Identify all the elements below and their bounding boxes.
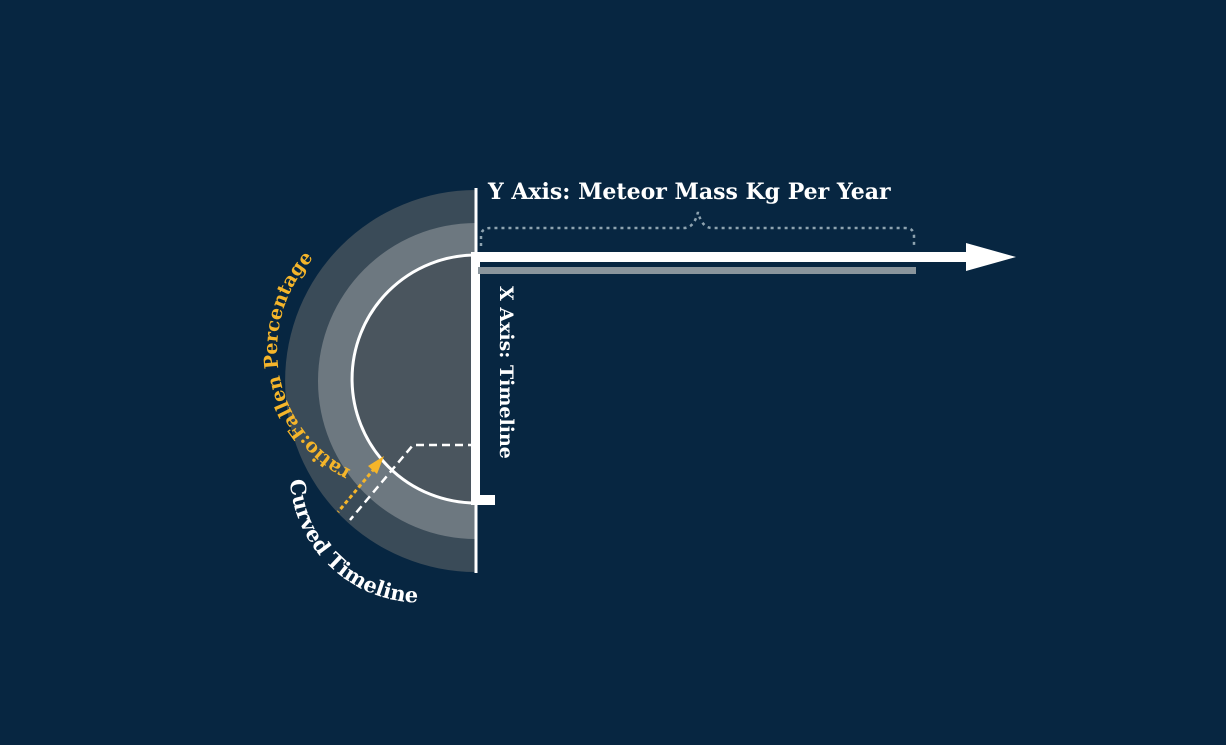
x-axis-end-tick <box>471 495 495 505</box>
y-axis-label: Y Axis: Meteor Mass Kg Per Year <box>487 179 891 205</box>
y-axis-arrow-shaft <box>471 252 973 262</box>
timeline-guide-line <box>349 443 476 521</box>
x-axis-label: X Axis: Timeline <box>495 286 517 459</box>
ratio-arrowhead-icon <box>368 456 384 474</box>
x-axis-bar <box>471 255 480 505</box>
y-axis-arrowhead-icon <box>966 243 1016 271</box>
ratio-arrow-line <box>336 462 381 513</box>
inner-half-disc <box>350 253 478 505</box>
y-axis-brace <box>479 211 916 246</box>
y-data-bar <box>478 267 916 274</box>
